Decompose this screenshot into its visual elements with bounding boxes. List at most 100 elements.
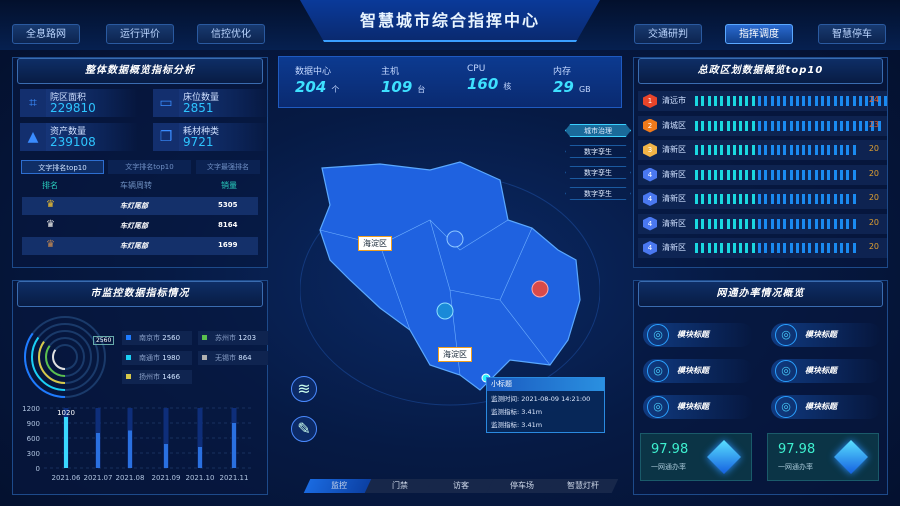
ring-tag: 2560: [93, 336, 115, 345]
rate-card: 97.98 一网通办率: [767, 433, 879, 481]
stat-label: 资产数量: [50, 127, 87, 137]
popup-row: 监测时间: 2021-08-09 14:21:00: [491, 395, 591, 403]
row-name: 车灯尾部: [120, 242, 148, 250]
x-tick: 2021.09: [152, 474, 181, 482]
nav-tab-4[interactable]: 交通研判: [634, 24, 702, 44]
nav-tab-2[interactable]: 运行评价: [106, 24, 174, 44]
table-row[interactable]: ♛ 车灯尾部 1699: [22, 237, 258, 255]
table-row[interactable]: ♛ 车灯尾部 5305: [22, 197, 258, 215]
medal-icon: ◎: [775, 360, 797, 382]
col-rank: 排名: [42, 181, 58, 190]
ranking-row[interactable]: 4 清新区 20: [638, 238, 887, 258]
nav-tab-5[interactable]: 指挥调度: [725, 24, 793, 44]
popup-row: 监测指标: 3.41m: [491, 421, 543, 429]
overview-tab-2[interactable]: 文字排名top10: [108, 160, 191, 174]
layer-toggle[interactable]: 数字孪生: [565, 187, 631, 200]
monitor-title: 市监控数据指标情况: [17, 281, 263, 307]
ranking-row[interactable]: 3 清新区 20: [638, 140, 887, 160]
stat-value: 2851: [183, 101, 214, 115]
title-banner: [300, 0, 600, 42]
rank-badge: 2: [643, 118, 657, 133]
bottom-tab[interactable]: 监控: [303, 479, 375, 493]
nav-tab-6[interactable]: 智慧停车: [818, 24, 886, 44]
ranking-row[interactable]: 1 清远市 24: [638, 91, 887, 111]
layer-toggle[interactable]: 数字孪生: [565, 145, 631, 158]
layer-toggle[interactable]: 数字孪生: [565, 166, 631, 179]
medal-icon: ◎: [647, 324, 669, 346]
x-tick: 2021.07: [84, 474, 113, 482]
crown-icon: ♛: [46, 199, 55, 210]
bar-chart: 0 300 600 900 1200 2021.06 2021.07 2021.08 2021.…: [22, 405, 254, 482]
col-value: 销量: [221, 181, 237, 190]
stat-label: 床位数量: [183, 93, 220, 103]
x-tick: 2021.08: [116, 474, 145, 482]
district-map[interactable]: [300, 150, 600, 410]
row-name: 车灯尾部: [120, 202, 148, 210]
bar-track: [163, 408, 169, 468]
module-item[interactable]: ◎ 模块标题: [643, 323, 753, 347]
rank-badge: 4: [643, 167, 657, 182]
table-row[interactable]: ♛ 车灯尾部 8164: [22, 217, 258, 235]
legend-item: 无锡市 864: [198, 351, 268, 365]
y-tick: 600: [27, 435, 40, 443]
nav-tab-1[interactable]: 全息路网: [12, 24, 80, 44]
rank-badge: 4: [643, 241, 657, 255]
map-marker-icon[interactable]: [436, 302, 454, 320]
medal-icon: ◎: [775, 324, 797, 346]
map-popup: 小标题 监测时间: 2021-08-09 14:21:00 监测指标: 3.41…: [486, 377, 605, 433]
legend-item: 苏州市 1203: [198, 331, 268, 345]
ranking-row[interactable]: 4 清新区 20: [638, 213, 887, 234]
bar: [96, 433, 100, 468]
bed-icon: ▭: [153, 89, 179, 117]
y-tick: 900: [27, 420, 40, 428]
rank-badge: 3: [643, 143, 657, 157]
stat-value: 239108: [50, 135, 96, 149]
map-label-2[interactable]: 海淀区: [438, 347, 472, 362]
ring-arc: [38, 330, 92, 384]
database-icon[interactable]: ≋: [291, 376, 317, 402]
rate-card: 97.98 一网通办率: [640, 433, 752, 481]
legend-item: 南京市 2560: [122, 331, 192, 345]
module-item[interactable]: ◎ 模块标题: [643, 395, 753, 419]
map-label-1[interactable]: 海淀区: [358, 236, 392, 251]
nav-tab-3[interactable]: 信控优化: [197, 24, 265, 44]
asset-icon: ▲: [20, 123, 46, 151]
row-value: 8164: [218, 221, 238, 229]
col-name: 车辆周转: [120, 181, 152, 190]
module-item[interactable]: ◎ 模块标题: [771, 323, 881, 347]
ring-arc: [45, 337, 85, 377]
cube-icon: [707, 440, 741, 474]
bottom-tab[interactable]: 门禁: [364, 479, 436, 493]
rank-badge: 4: [643, 192, 657, 206]
map-marker-icon[interactable]: [446, 230, 464, 248]
stat-value: 9721: [183, 135, 214, 149]
map-alert-icon[interactable]: [531, 280, 549, 298]
bottom-tab[interactable]: 智慧灯杆: [547, 479, 619, 493]
bottom-tab[interactable]: 停车场: [486, 479, 558, 493]
bottom-tab[interactable]: 访客: [425, 479, 497, 493]
layer-toggle[interactable]: 城市治理: [565, 124, 631, 137]
overview-tab-3[interactable]: 文字最强排名: [196, 160, 260, 174]
row-name: 车灯尾部: [120, 222, 148, 230]
kpi-3: 内存 29 GB: [553, 67, 591, 96]
row-value: 5305: [218, 201, 238, 209]
bar: [64, 417, 68, 468]
ring-arc: [52, 344, 78, 370]
ranking-row[interactable]: 4 清新区 20: [638, 164, 887, 185]
ring-chart: [24, 316, 106, 398]
cube-icon: ❒: [153, 123, 179, 151]
wrench-icon[interactable]: ✎: [291, 416, 317, 442]
ranking-row[interactable]: 2 清城区 23: [638, 115, 887, 136]
stat-label: 院区面积: [50, 93, 87, 103]
cube-icon: [834, 440, 868, 474]
ranking-row[interactable]: 4 清新区 20: [638, 189, 887, 209]
ring-arc: [24, 316, 106, 398]
bar: [232, 423, 236, 468]
crown-icon: ♛: [46, 219, 55, 230]
x-tick: 2021.06: [52, 474, 81, 482]
overview-title: 整体数据概览指标分析: [17, 58, 263, 84]
module-item[interactable]: ◎ 模块标题: [771, 395, 881, 419]
module-item[interactable]: ◎ 模块标题: [771, 359, 881, 383]
module-item[interactable]: ◎ 模块标题: [643, 359, 753, 383]
overview-tab-1[interactable]: 文字排名top10: [21, 160, 104, 174]
